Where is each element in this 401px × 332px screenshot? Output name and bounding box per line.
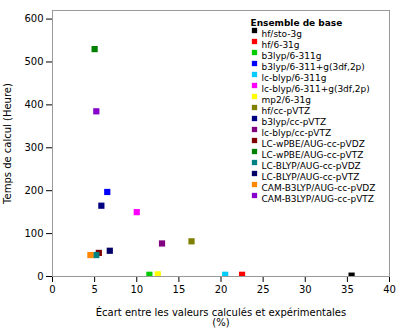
svg-text:300: 300 [24,142,43,153]
svg-text:Ensemble de base: Ensemble de base [251,18,343,28]
svg-text:40: 40 [383,284,396,295]
svg-text:400: 400 [24,99,43,110]
svg-text:25: 25 [257,284,270,295]
svg-text:35: 35 [341,284,354,295]
svg-text:lc-blyp/cc-pVTZ: lc-blyp/cc-pVTZ [262,128,332,138]
svg-text:lc-blyp/6-311+g(3df,2p): lc-blyp/6-311+g(3df,2p) [262,84,370,94]
svg-text:Temps de calcul (Heure): Temps de calcul (Heure) [2,83,13,205]
svg-text:CAM-B3LYP/AUG-cc-pVTZ: CAM-B3LYP/AUG-cc-pVTZ [262,194,374,204]
svg-text:5: 5 [91,284,97,295]
svg-text:b3lyp/cc-pVTZ: b3lyp/cc-pVTZ [262,117,327,127]
svg-text:600: 600 [24,13,43,24]
svg-text:30: 30 [299,284,312,295]
svg-text:200: 200 [24,185,43,196]
svg-text:15: 15 [173,284,186,295]
svg-text:100: 100 [24,228,43,239]
svg-text:LC-wPBE/AUG-cc-pVDZ: LC-wPBE/AUG-cc-pVDZ [262,139,365,149]
svg-text:Écart entre les valeurs calcul: Écart entre les valeurs calculés et expé… [96,306,346,328]
svg-text:0: 0 [49,284,55,295]
svg-text:hf/cc-pVTZ: hf/cc-pVTZ [262,106,311,116]
svg-text:LC-BLYP/AUG-cc-pVDZ: LC-BLYP/AUG-cc-pVDZ [262,161,361,171]
svg-text:CAM-B3LYP/AUG-cc-pVDZ: CAM-B3LYP/AUG-cc-pVDZ [262,183,376,193]
svg-text:LC-BLYP/AUG-cc-pVTZ: LC-BLYP/AUG-cc-pVTZ [262,172,360,182]
svg-text:500: 500 [24,56,43,67]
svg-text:LC-wPBE/AUG-cc-pVTZ: LC-wPBE/AUG-cc-pVTZ [262,150,364,160]
svg-text:hf/sto-3g: hf/sto-3g [262,29,302,39]
svg-text:10: 10 [130,284,143,295]
svg-text:0: 0 [37,271,43,282]
svg-text:b3lyp/6-311+g(3df,2p): b3lyp/6-311+g(3df,2p) [262,62,365,72]
svg-text:lc-blyp/6-311g: lc-blyp/6-311g [262,73,327,83]
svg-text:20: 20 [215,284,228,295]
svg-text:hf/6-31g: hf/6-31g [262,40,300,50]
svg-text:b3lyp/6-311g: b3lyp/6-311g [262,51,322,61]
svg-text:mp2/6-31g: mp2/6-31g [262,95,311,105]
